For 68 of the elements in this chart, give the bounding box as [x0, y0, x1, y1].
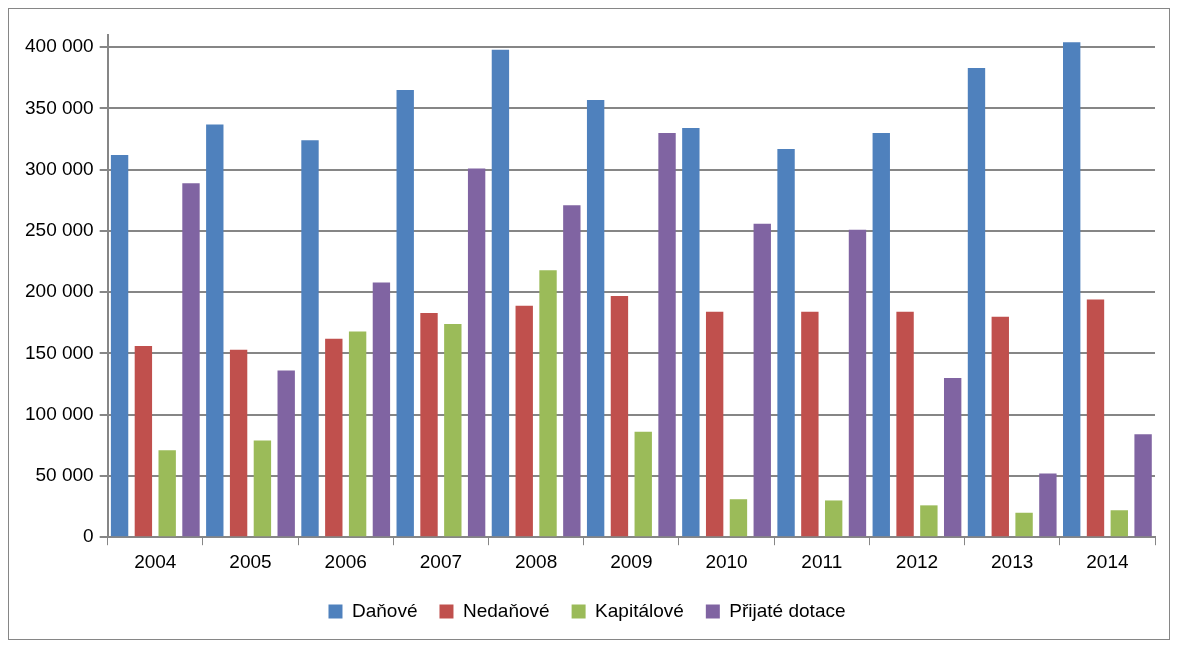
bar — [372, 282, 391, 537]
y-tick-label: 350 000 — [24, 96, 94, 118]
y-tick-label: 100 000 — [24, 402, 94, 424]
bar — [658, 132, 676, 537]
bar — [301, 140, 319, 537]
x-tick-label: 2014 — [1086, 550, 1129, 572]
y-tick-label: 200 000 — [24, 280, 94, 302]
bar — [1039, 473, 1057, 537]
bar — [563, 205, 581, 537]
bar — [1015, 512, 1033, 537]
bar — [444, 324, 462, 537]
bar — [539, 270, 557, 537]
bar — [705, 311, 724, 537]
bar — [348, 331, 367, 537]
bar — [396, 90, 414, 537]
bar — [1110, 510, 1128, 537]
bar — [586, 99, 605, 537]
bar — [229, 349, 248, 537]
x-tick-label: 2010 — [705, 550, 748, 572]
x-tick-label: 2008 — [514, 550, 558, 572]
bar — [1086, 299, 1105, 537]
legend-label: Daňové — [351, 599, 418, 621]
legend-label: Přijaté dotace — [729, 599, 846, 621]
bar — [467, 168, 486, 537]
bar — [824, 500, 843, 537]
bar — [182, 183, 200, 537]
bar — [491, 49, 510, 537]
bar — [920, 505, 938, 537]
bar — [896, 311, 914, 537]
legend-label: Nedaňové — [462, 599, 550, 621]
bar — [991, 316, 1009, 537]
bar — [729, 499, 748, 537]
bar — [277, 370, 295, 537]
y-tick-label: 400 000 — [24, 35, 94, 57]
y-tick-label: 250 000 — [24, 219, 94, 241]
y-tick-label: 300 000 — [24, 157, 94, 179]
y-tick-label: 150 000 — [24, 341, 94, 363]
bar — [943, 377, 962, 537]
y-tick-label: 50 000 — [35, 464, 94, 486]
bar — [1063, 42, 1081, 537]
bar — [682, 128, 700, 537]
x-tick-label: 2004 — [134, 550, 177, 572]
bar — [206, 124, 224, 537]
bar — [848, 229, 867, 537]
bar — [610, 295, 629, 537]
x-tick-label: 2012 — [895, 550, 939, 572]
bar — [134, 346, 153, 537]
x-tick-label: 2011 — [801, 550, 843, 572]
x-tick-label: 2013 — [991, 550, 1034, 572]
y-tick-label: 0 — [83, 525, 94, 547]
bar — [801, 311, 819, 537]
bar — [253, 440, 272, 537]
bar — [110, 155, 129, 537]
legend-label: Kapitálové — [595, 599, 684, 621]
bar — [325, 338, 343, 537]
bar — [1134, 434, 1152, 537]
bar — [967, 68, 986, 537]
x-tick-label: 2005 — [229, 550, 272, 572]
x-tick-label: 2009 — [610, 550, 653, 572]
bar — [420, 313, 438, 537]
bar — [634, 431, 652, 537]
x-tick-label: 2007 — [419, 550, 463, 572]
bar — [777, 148, 795, 537]
bar — [515, 305, 533, 537]
bar — [872, 132, 890, 537]
x-tick-label: 2006 — [324, 550, 367, 572]
bar — [753, 223, 771, 537]
bar — [158, 450, 176, 537]
